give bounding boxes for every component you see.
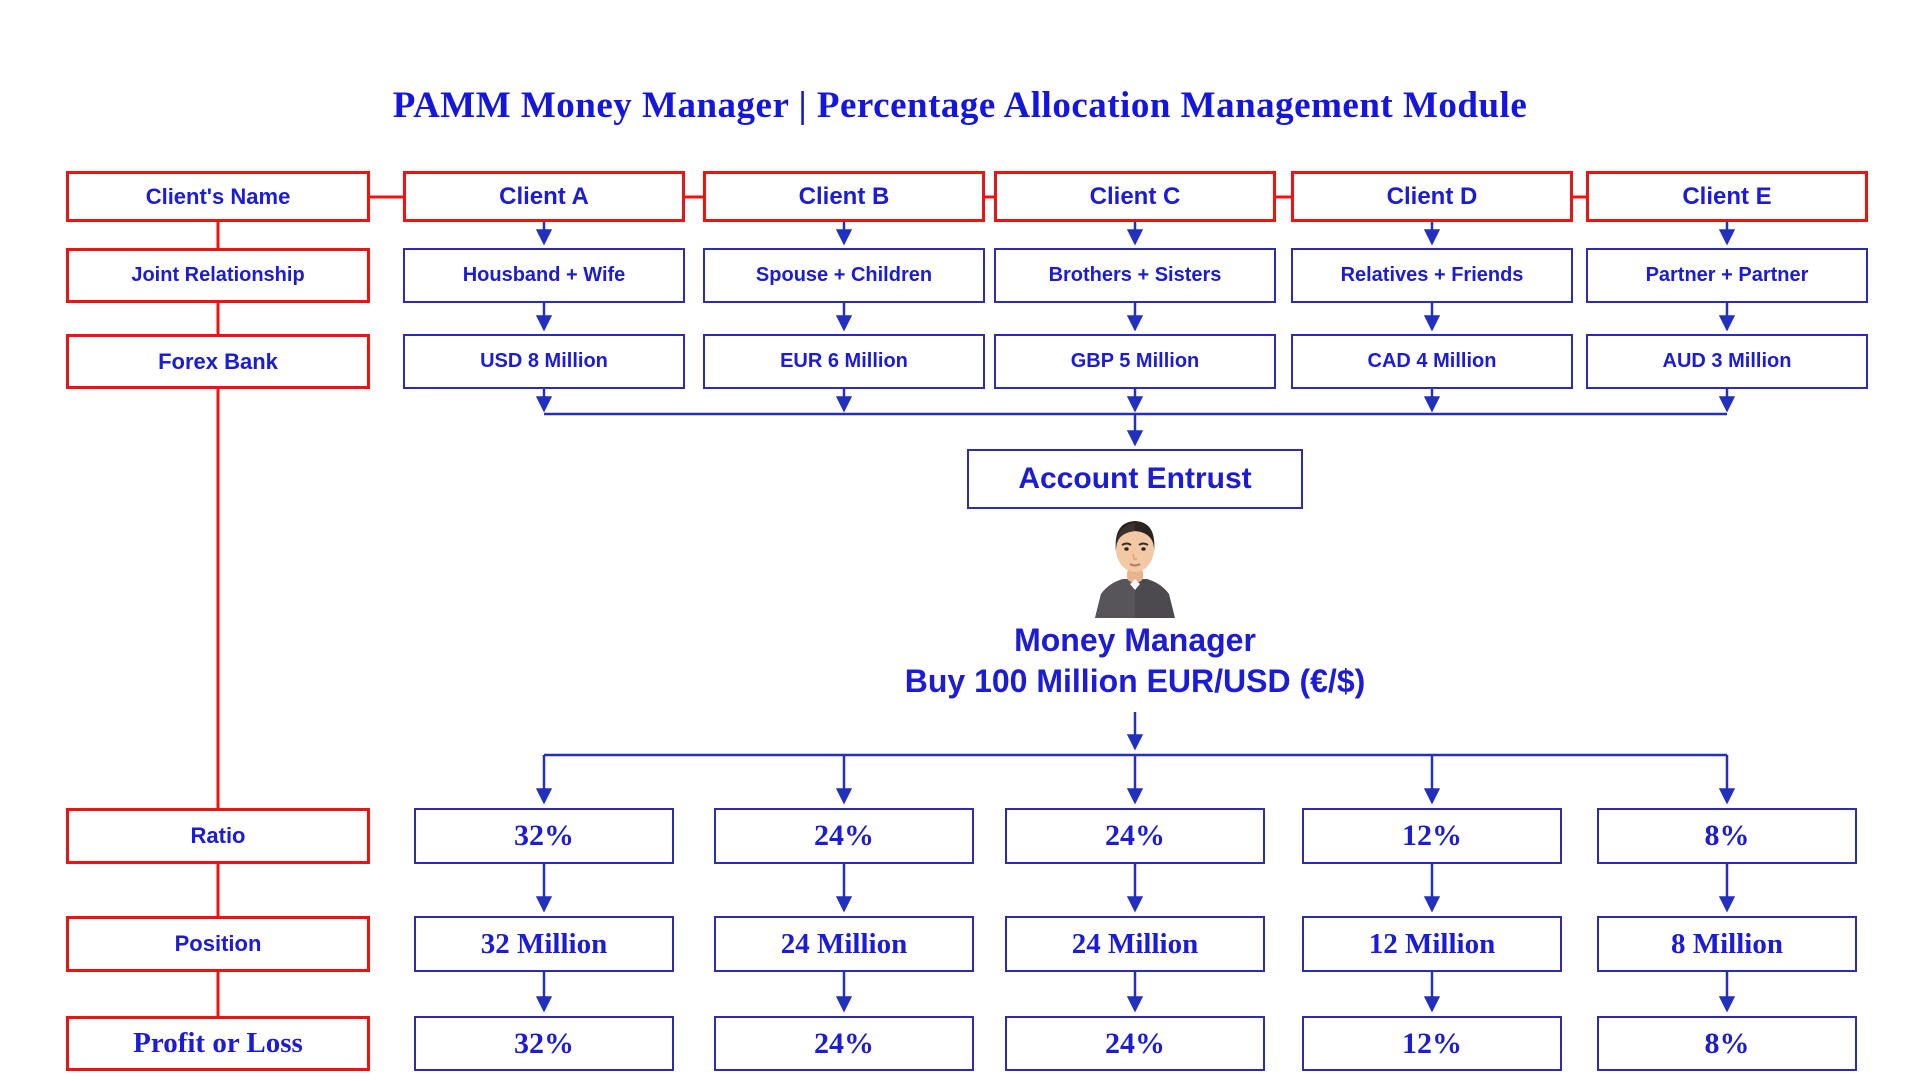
account-entrust-box: Account Entrust: [967, 449, 1303, 509]
client-c-box: Client C: [994, 171, 1276, 222]
label-position: Position: [66, 916, 370, 972]
blue-column-arrows-top: [535, 222, 1736, 413]
deposit-c-box: GBP 5 Million: [994, 334, 1276, 389]
money-manager-avatar-icon: [1095, 521, 1175, 618]
ratio-e-box: 8%: [1597, 808, 1857, 864]
profit-b-box: 24%: [714, 1016, 974, 1071]
label-forex-bank: Forex Bank: [66, 334, 370, 389]
label-clients-name: Client's Name: [66, 171, 370, 222]
ratio-a-box: 32%: [414, 808, 674, 864]
deposit-b-box: EUR 6 Million: [703, 334, 985, 389]
money-manager-action: Buy 100 Million EUR/USD (€/$): [904, 663, 1366, 699]
client-b-box: Client B: [703, 171, 985, 222]
position-d-box: 12 Million: [1302, 916, 1562, 972]
position-a-box: 32 Million: [414, 916, 674, 972]
relationship-c-box: Brothers + Sisters: [994, 248, 1276, 303]
position-b-box: 24 Million: [714, 916, 974, 972]
deposit-e-box: AUD 3 Million: [1586, 334, 1868, 389]
ratio-c-box: 24%: [1005, 808, 1265, 864]
ratio-b-box: 24%: [714, 808, 974, 864]
position-e-box: 8 Million: [1597, 916, 1857, 972]
position-c-box: 24 Million: [1005, 916, 1265, 972]
blue-column-arrows-bottom: [535, 864, 1736, 1013]
client-a-box: Client A: [403, 171, 685, 222]
profit-d-box: 12%: [1302, 1016, 1562, 1071]
label-ratio: Ratio: [66, 808, 370, 864]
bus-to-ratio-row: [535, 712, 1736, 805]
label-profit-or-loss: Profit or Loss: [66, 1016, 370, 1071]
relationship-d-box: Relatives + Friends: [1291, 248, 1573, 303]
page-title: PAMM Money Manager | Percentage Allocati…: [392, 85, 1528, 126]
client-e-box: Client E: [1586, 171, 1868, 222]
relationship-e-box: Partner + Partner: [1586, 248, 1868, 303]
bus-to-account-entrust: [544, 412, 1727, 447]
relationship-b-box: Spouse + Children: [703, 248, 985, 303]
profit-e-box: 8%: [1597, 1016, 1857, 1071]
deposit-d-box: CAD 4 Million: [1291, 334, 1573, 389]
client-d-box: Client D: [1291, 171, 1573, 222]
profit-a-box: 32%: [414, 1016, 674, 1071]
profit-c-box: 24%: [1005, 1016, 1265, 1071]
money-manager-label: Money Manager: [1014, 622, 1256, 658]
deposit-a-box: USD 8 Million: [403, 334, 685, 389]
label-joint-relationship: Joint Relationship: [66, 248, 370, 303]
relationship-a-box: Housband + Wife: [403, 248, 685, 303]
ratio-d-box: 12%: [1302, 808, 1562, 864]
